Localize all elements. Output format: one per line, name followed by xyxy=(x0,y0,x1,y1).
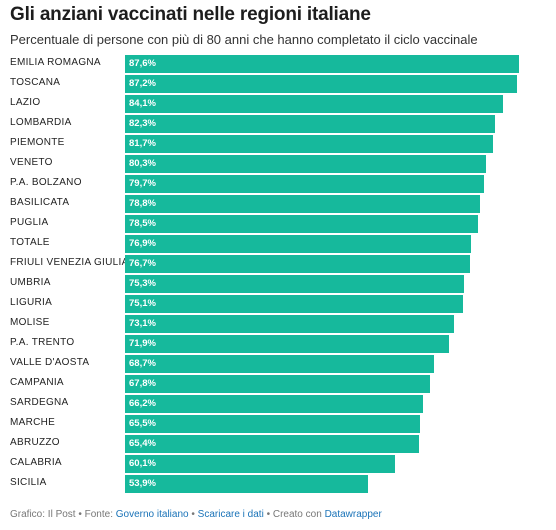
bar-row: P.A. BOLZANO 79,7% xyxy=(0,175,556,193)
bar-row: UMBRIA 75,3% xyxy=(0,275,556,293)
bar-row: ABRUZZO 65,4% xyxy=(0,435,556,453)
category-label: LIGURIA xyxy=(10,297,53,308)
category-label: SICILIA xyxy=(10,477,47,488)
bar: 87,6% xyxy=(125,55,520,73)
bar: 73,1% xyxy=(125,315,454,333)
bar: 65,4% xyxy=(125,435,420,453)
bar: 78,5% xyxy=(125,215,479,233)
bar-value-label: 76,7% xyxy=(129,258,156,269)
bar: 76,7% xyxy=(125,255,471,273)
bar-value-label: 73,1% xyxy=(129,318,156,329)
footer-separator: • xyxy=(188,509,198,520)
bar-row: PUGLIA 78,5% xyxy=(0,215,556,233)
bar: 65,5% xyxy=(125,415,420,433)
bar-value-label: 60,1% xyxy=(129,458,156,469)
bar: 66,2% xyxy=(125,395,423,413)
category-label: BASILICATA xyxy=(10,197,70,208)
footer-created-with: • Creato con xyxy=(263,509,325,520)
category-label: P.A. TRENTO xyxy=(10,337,75,348)
bar: 78,8% xyxy=(125,195,480,213)
bar: 71,9% xyxy=(125,335,449,353)
footer-credit: Grafico: Il Post • Fonte: xyxy=(10,509,116,520)
datawrapper-link[interactable]: Datawrapper xyxy=(324,509,382,520)
bar-value-label: 65,5% xyxy=(129,418,156,429)
category-label: P.A. BOLZANO xyxy=(10,177,82,188)
bar-row: TOTALE 76,9% xyxy=(0,235,556,253)
category-label: CAMPANIA xyxy=(10,377,64,388)
bar: 75,1% xyxy=(125,295,463,313)
bar-row: TOSCANA 87,2% xyxy=(0,75,556,93)
bar-row: LIGURIA 75,1% xyxy=(0,295,556,313)
category-label: CALABRIA xyxy=(10,457,62,468)
source-link[interactable]: Governo italiano xyxy=(115,509,189,520)
category-label: FRIULI VENEZIA GIULIA xyxy=(10,257,129,268)
bar-row: MARCHE 65,5% xyxy=(0,415,556,433)
category-label: MARCHE xyxy=(10,417,56,428)
category-label: VENETO xyxy=(10,157,53,168)
bar-value-label: 78,5% xyxy=(129,218,156,229)
bar-value-label: 65,4% xyxy=(129,438,156,449)
bar-value-label: 66,2% xyxy=(129,398,156,409)
bar-row: VALLE D'AOSTA 68,7% xyxy=(0,355,556,373)
bar: 68,7% xyxy=(125,355,435,373)
bar-row: LAZIO 84,1% xyxy=(0,95,556,113)
bar-chart: EMILIA ROMAGNA 87,6% TOSCANA 87,2% LAZIO 84,1… xyxy=(0,53,556,498)
category-label: TOTALE xyxy=(10,237,50,248)
bar: 82,3% xyxy=(125,115,496,133)
bar: 53,9% xyxy=(125,475,368,493)
bar-value-label: 71,9% xyxy=(129,338,156,349)
category-label: SARDEGNA xyxy=(10,397,69,408)
bar-value-label: 87,2% xyxy=(129,78,156,89)
bar-value-label: 75,3% xyxy=(129,278,156,289)
bar-row: PIEMONTE 81,7% xyxy=(0,135,556,153)
chart-footer: Grafico: Il Post • Fonte: Governo italia… xyxy=(10,509,382,520)
bar-value-label: 87,6% xyxy=(129,58,156,69)
bar: 67,8% xyxy=(125,375,431,393)
bar-row: CAMPANIA 67,8% xyxy=(0,375,556,393)
bar-row: SICILIA 53,9% xyxy=(0,475,556,493)
bar: 87,2% xyxy=(125,75,518,93)
bar-value-label: 76,9% xyxy=(129,238,156,249)
category-label: PUGLIA xyxy=(10,217,49,228)
bar-value-label: 68,7% xyxy=(129,358,156,369)
bar-value-label: 80,3% xyxy=(129,158,156,169)
chart-title: Gli anziani vaccinati nelle regioni ital… xyxy=(10,4,371,25)
bar-value-label: 82,3% xyxy=(129,118,156,129)
bar: 80,3% xyxy=(125,155,487,173)
bar-row: FRIULI VENEZIA GIULIA 76,7% xyxy=(0,255,556,273)
category-label: VALLE D'AOSTA xyxy=(10,357,90,368)
bar-row: LOMBARDIA 82,3% xyxy=(0,115,556,133)
bar-row: SARDEGNA 66,2% xyxy=(0,395,556,413)
bar-row: EMILIA ROMAGNA 87,6% xyxy=(0,55,556,73)
bar-value-label: 78,8% xyxy=(129,198,156,209)
bar-value-label: 81,7% xyxy=(129,138,156,149)
bar: 81,7% xyxy=(125,135,493,153)
category-label: UMBRIA xyxy=(10,277,51,288)
chart-subtitle: Percentuale di persone con più di 80 ann… xyxy=(10,32,478,47)
category-label: TOSCANA xyxy=(10,77,61,88)
category-label: MOLISE xyxy=(10,317,50,328)
bar-value-label: 53,9% xyxy=(129,478,156,489)
category-label: LAZIO xyxy=(10,97,41,108)
bar: 75,3% xyxy=(125,275,464,293)
bar-value-label: 84,1% xyxy=(129,98,156,109)
bar-row: P.A. TRENTO 71,9% xyxy=(0,335,556,353)
bar-row: MOLISE 73,1% xyxy=(0,315,556,333)
bar-row: CALABRIA 60,1% xyxy=(0,455,556,473)
bar-row: VENETO 80,3% xyxy=(0,155,556,173)
bar-value-label: 75,1% xyxy=(129,298,156,309)
category-label: LOMBARDIA xyxy=(10,117,72,128)
category-label: ABRUZZO xyxy=(10,437,60,448)
bar: 76,9% xyxy=(125,235,472,253)
download-data-link[interactable]: Scaricare i dati xyxy=(197,509,264,520)
bar-value-label: 79,7% xyxy=(129,178,156,189)
bar: 79,7% xyxy=(125,175,484,193)
bar: 60,1% xyxy=(125,455,396,473)
category-label: EMILIA ROMAGNA xyxy=(10,57,101,68)
category-label: PIEMONTE xyxy=(10,137,65,148)
bar: 84,1% xyxy=(125,95,504,113)
bar-value-label: 67,8% xyxy=(129,378,156,389)
bar-row: BASILICATA 78,8% xyxy=(0,195,556,213)
